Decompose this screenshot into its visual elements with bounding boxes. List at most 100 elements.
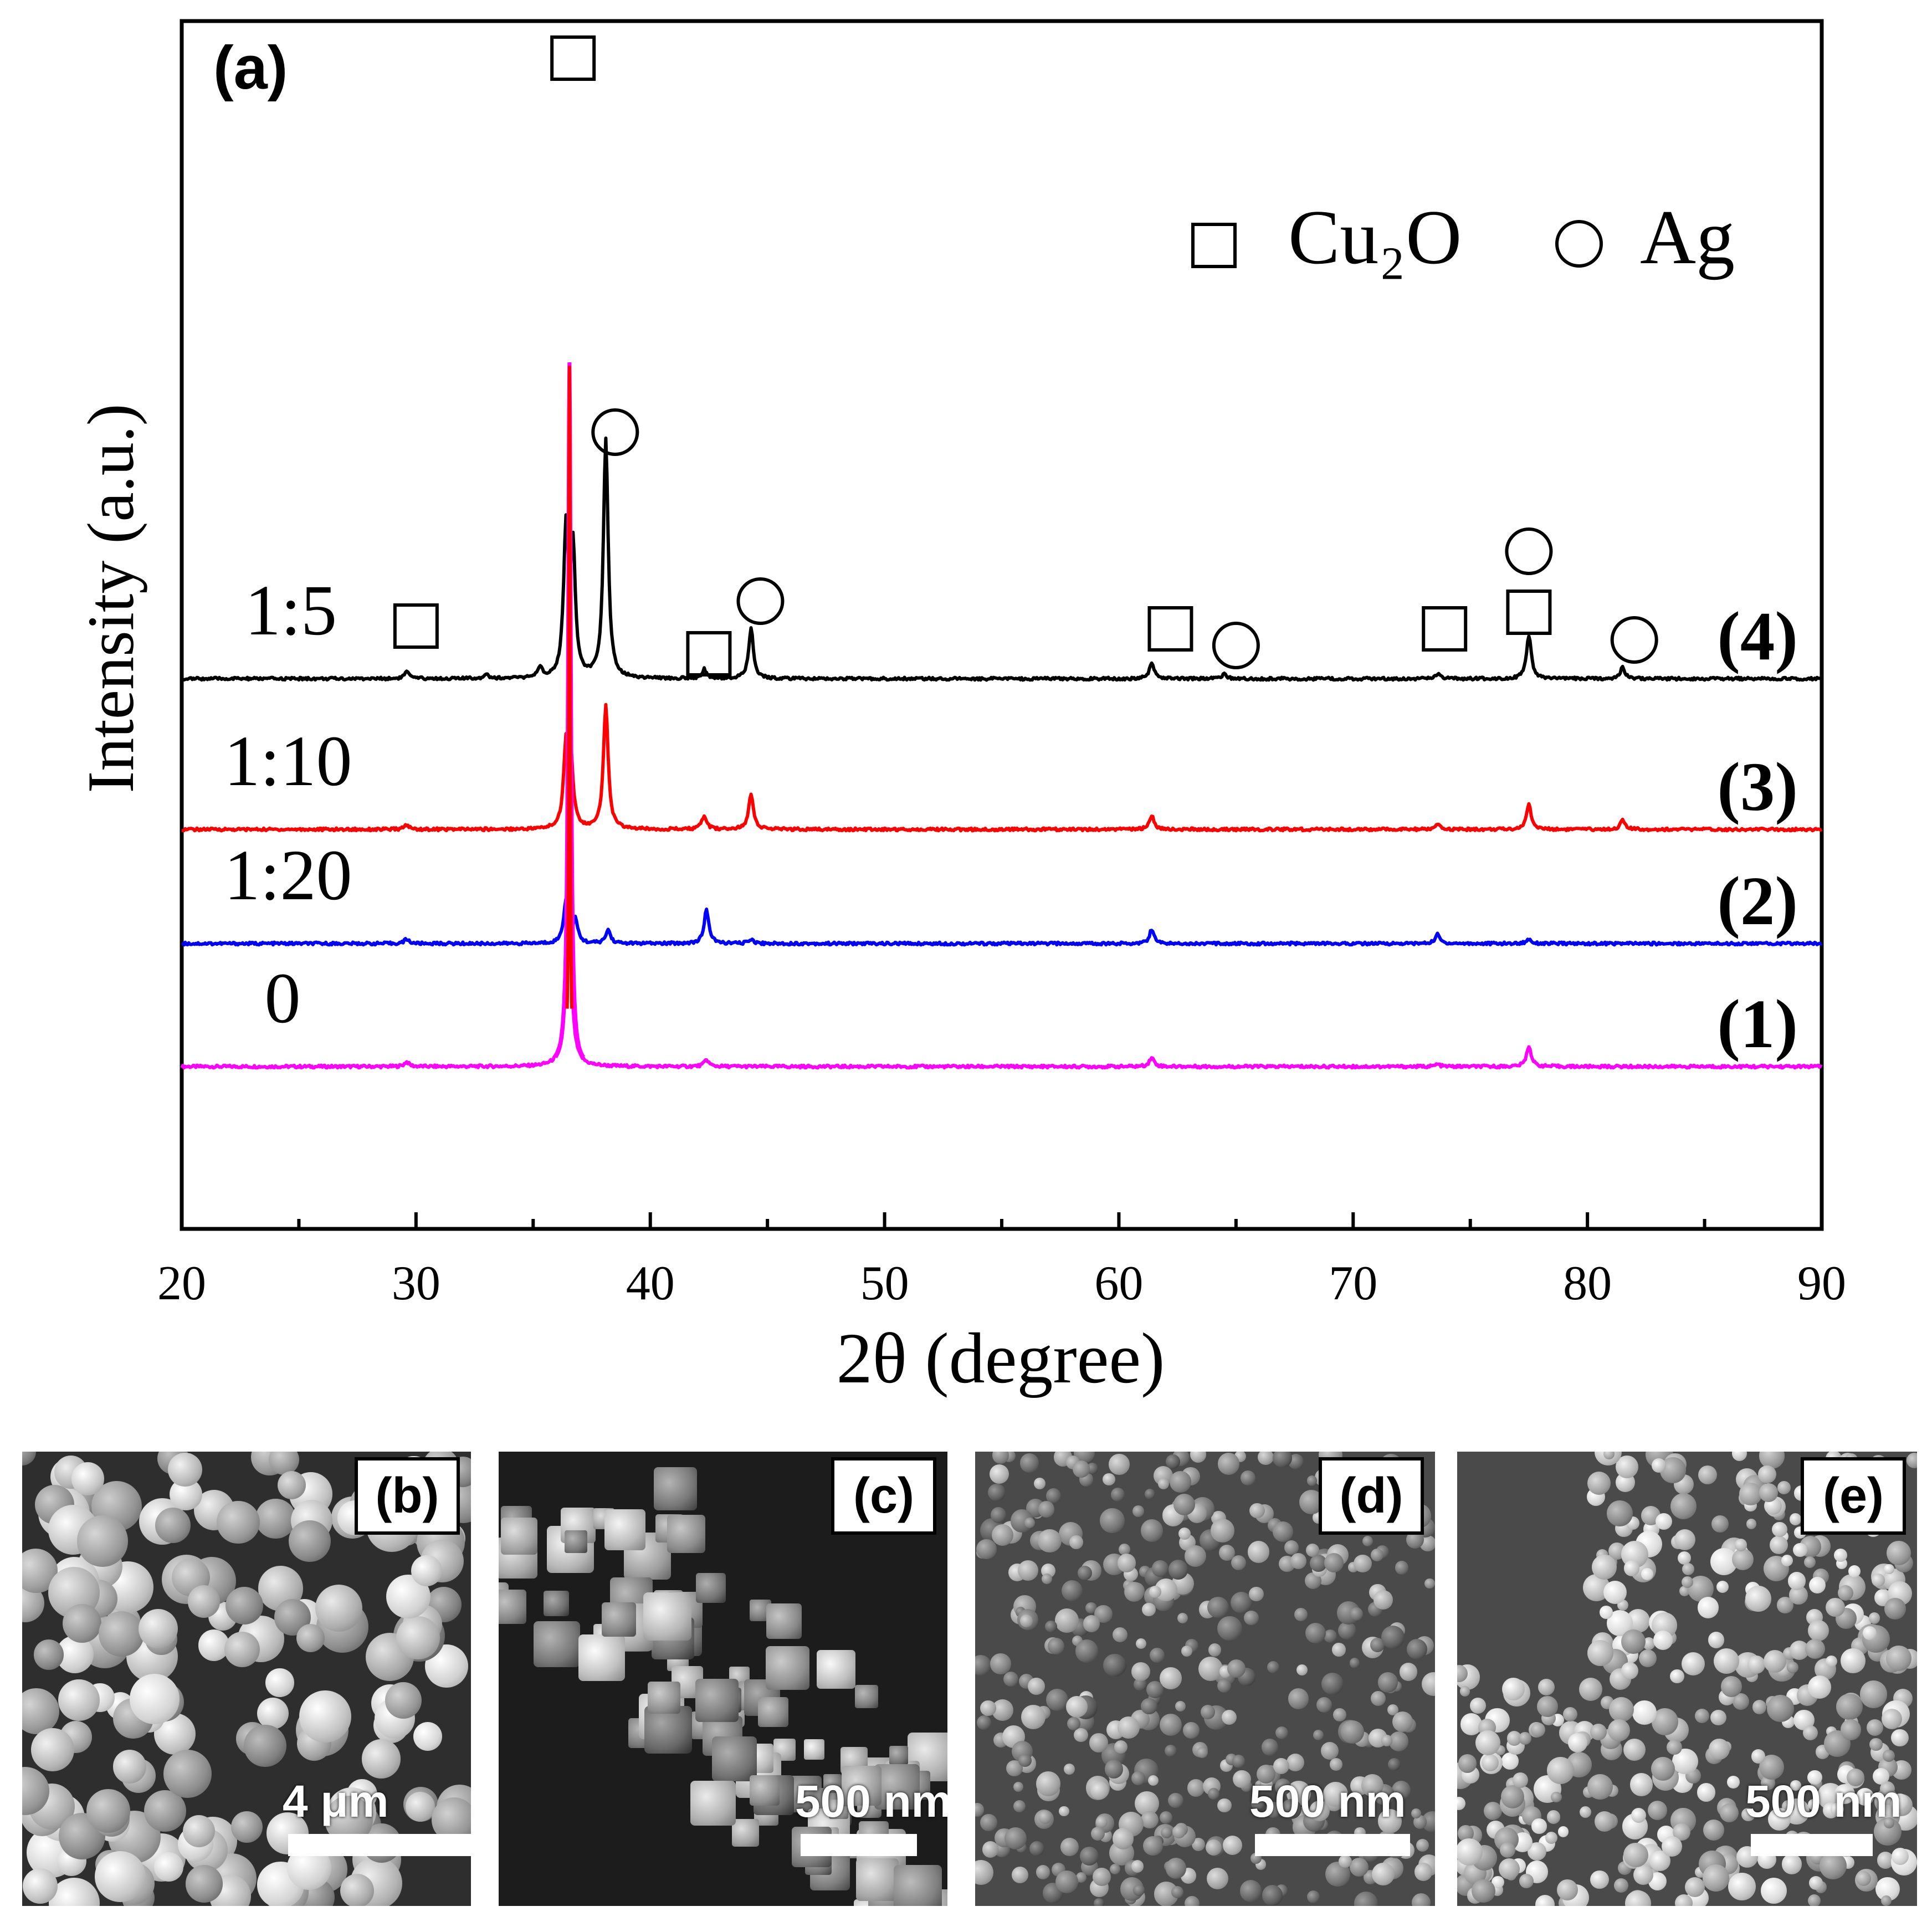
sem-particle bbox=[1856, 1870, 1872, 1887]
sem-particle bbox=[1562, 1706, 1577, 1722]
sem-particle bbox=[1117, 1716, 1140, 1739]
sem-particle bbox=[1482, 1754, 1499, 1771]
sem-particle bbox=[1339, 1854, 1352, 1868]
sem-particle bbox=[1131, 1860, 1144, 1873]
sem-particle bbox=[1265, 1801, 1282, 1818]
sem-particle bbox=[138, 1608, 178, 1649]
sem-particle bbox=[1881, 1895, 1892, 1906]
sem-particle bbox=[1721, 1676, 1742, 1697]
sem-particle bbox=[1275, 1726, 1288, 1739]
sem-particle bbox=[1872, 1767, 1890, 1785]
sem-particle bbox=[1547, 1756, 1575, 1784]
sem-particle bbox=[1160, 1667, 1182, 1689]
sem-particle bbox=[976, 1539, 997, 1560]
sem-particle bbox=[1841, 1648, 1866, 1673]
series-line-3 bbox=[181, 703, 1823, 833]
peak-marker-circle-icon bbox=[1212, 622, 1260, 669]
sem-particle bbox=[855, 1684, 878, 1708]
sem-particle bbox=[1073, 1460, 1090, 1478]
sem-particle bbox=[1608, 1697, 1634, 1723]
sem-particle bbox=[1867, 1719, 1884, 1736]
sem-particle bbox=[1350, 1607, 1364, 1621]
sem-particle bbox=[1349, 1658, 1360, 1668]
sem-particle bbox=[1837, 1585, 1853, 1601]
sem-particle bbox=[1713, 1648, 1739, 1674]
sem-particle bbox=[1324, 1552, 1344, 1572]
sem-particle bbox=[1595, 1811, 1615, 1832]
sem-particle bbox=[1803, 1556, 1816, 1568]
sem-particle bbox=[1882, 1750, 1895, 1762]
sem-particle bbox=[1406, 1638, 1427, 1659]
plot-area bbox=[180, 19, 1824, 1231]
peak-marker-square-icon bbox=[1506, 590, 1552, 635]
x-tick-label: 20 bbox=[157, 1257, 206, 1310]
sem-particle bbox=[1621, 1662, 1639, 1680]
sem-particle bbox=[1038, 1500, 1055, 1518]
sem-particle bbox=[1361, 1774, 1384, 1797]
sem-particle bbox=[1165, 1858, 1187, 1879]
sem-particle bbox=[1184, 1545, 1206, 1567]
sem-particle bbox=[1018, 1560, 1038, 1581]
sem-particle bbox=[1207, 1788, 1220, 1800]
sem-particle bbox=[1868, 1612, 1880, 1624]
sem-particle bbox=[1187, 1779, 1205, 1797]
x-tick-label: 40 bbox=[626, 1257, 675, 1310]
sem-particle bbox=[1104, 1760, 1124, 1779]
sem-particle bbox=[1103, 1473, 1115, 1486]
sem-particle bbox=[601, 1602, 636, 1637]
sem-particle bbox=[1790, 1513, 1802, 1525]
sem-particle bbox=[1316, 1697, 1332, 1713]
sem-particle bbox=[1350, 1858, 1369, 1877]
peak-marker-circle-icon bbox=[591, 408, 639, 456]
sem-particle bbox=[1681, 1652, 1705, 1676]
peak-marker-square-icon bbox=[393, 603, 439, 649]
sem-panel-label: (e) bbox=[1801, 1457, 1906, 1535]
sem-particle bbox=[1149, 1586, 1162, 1598]
sem-particle bbox=[1422, 1672, 1435, 1697]
sem-particle bbox=[980, 1814, 997, 1831]
sem-particle bbox=[1416, 1839, 1429, 1852]
sem-particle bbox=[1131, 1771, 1145, 1785]
sem-particle bbox=[187, 1585, 221, 1618]
peak-marker-square-icon bbox=[1147, 606, 1193, 652]
sem-particle bbox=[1587, 1640, 1614, 1667]
sem-particle bbox=[1175, 1701, 1186, 1711]
sem-particle bbox=[1653, 1631, 1673, 1650]
sem-particle bbox=[1281, 1798, 1301, 1820]
sem-particle bbox=[1697, 1783, 1715, 1802]
sem-particle bbox=[299, 1690, 352, 1743]
series-ratio-label: 1:5 bbox=[245, 571, 337, 650]
sem-particle bbox=[690, 1780, 736, 1826]
sem-particle bbox=[1143, 1836, 1163, 1856]
sem-particle bbox=[1306, 1890, 1320, 1904]
sem-particle bbox=[1045, 1620, 1057, 1632]
sem-particle bbox=[1141, 1698, 1157, 1715]
sem-particle bbox=[667, 1514, 705, 1554]
sem-particle bbox=[1341, 1720, 1364, 1744]
x-tick-label: 70 bbox=[1329, 1257, 1377, 1310]
scale-bar-label: 500 nm bbox=[1745, 1776, 1902, 1827]
sem-particle bbox=[1165, 1454, 1180, 1469]
sem-particle bbox=[1034, 1478, 1046, 1490]
sem-particle bbox=[1064, 1763, 1075, 1775]
sem-particle bbox=[1808, 1894, 1821, 1906]
sem-particle bbox=[1519, 1874, 1534, 1888]
sem-particle bbox=[1055, 1870, 1079, 1894]
sem-particle bbox=[30, 1728, 74, 1772]
sem-particle bbox=[1161, 1826, 1173, 1838]
sem-particle bbox=[1623, 1738, 1646, 1761]
sem-particle bbox=[1294, 1607, 1308, 1621]
sem-particle bbox=[1679, 1586, 1690, 1596]
sem-particle bbox=[1211, 1519, 1234, 1542]
sem-particle bbox=[1306, 1544, 1320, 1557]
sem-particle bbox=[654, 1467, 697, 1510]
legend: Cu₂O Ag bbox=[1191, 194, 1735, 280]
x-tick-label: 30 bbox=[392, 1257, 440, 1310]
sem-particle bbox=[643, 1592, 692, 1641]
sem-particle bbox=[1513, 1772, 1529, 1788]
sem-particle bbox=[1391, 1780, 1411, 1800]
sem-particle bbox=[1703, 1864, 1730, 1892]
sem-particle bbox=[224, 1631, 260, 1667]
sem-particle bbox=[1531, 1818, 1547, 1834]
